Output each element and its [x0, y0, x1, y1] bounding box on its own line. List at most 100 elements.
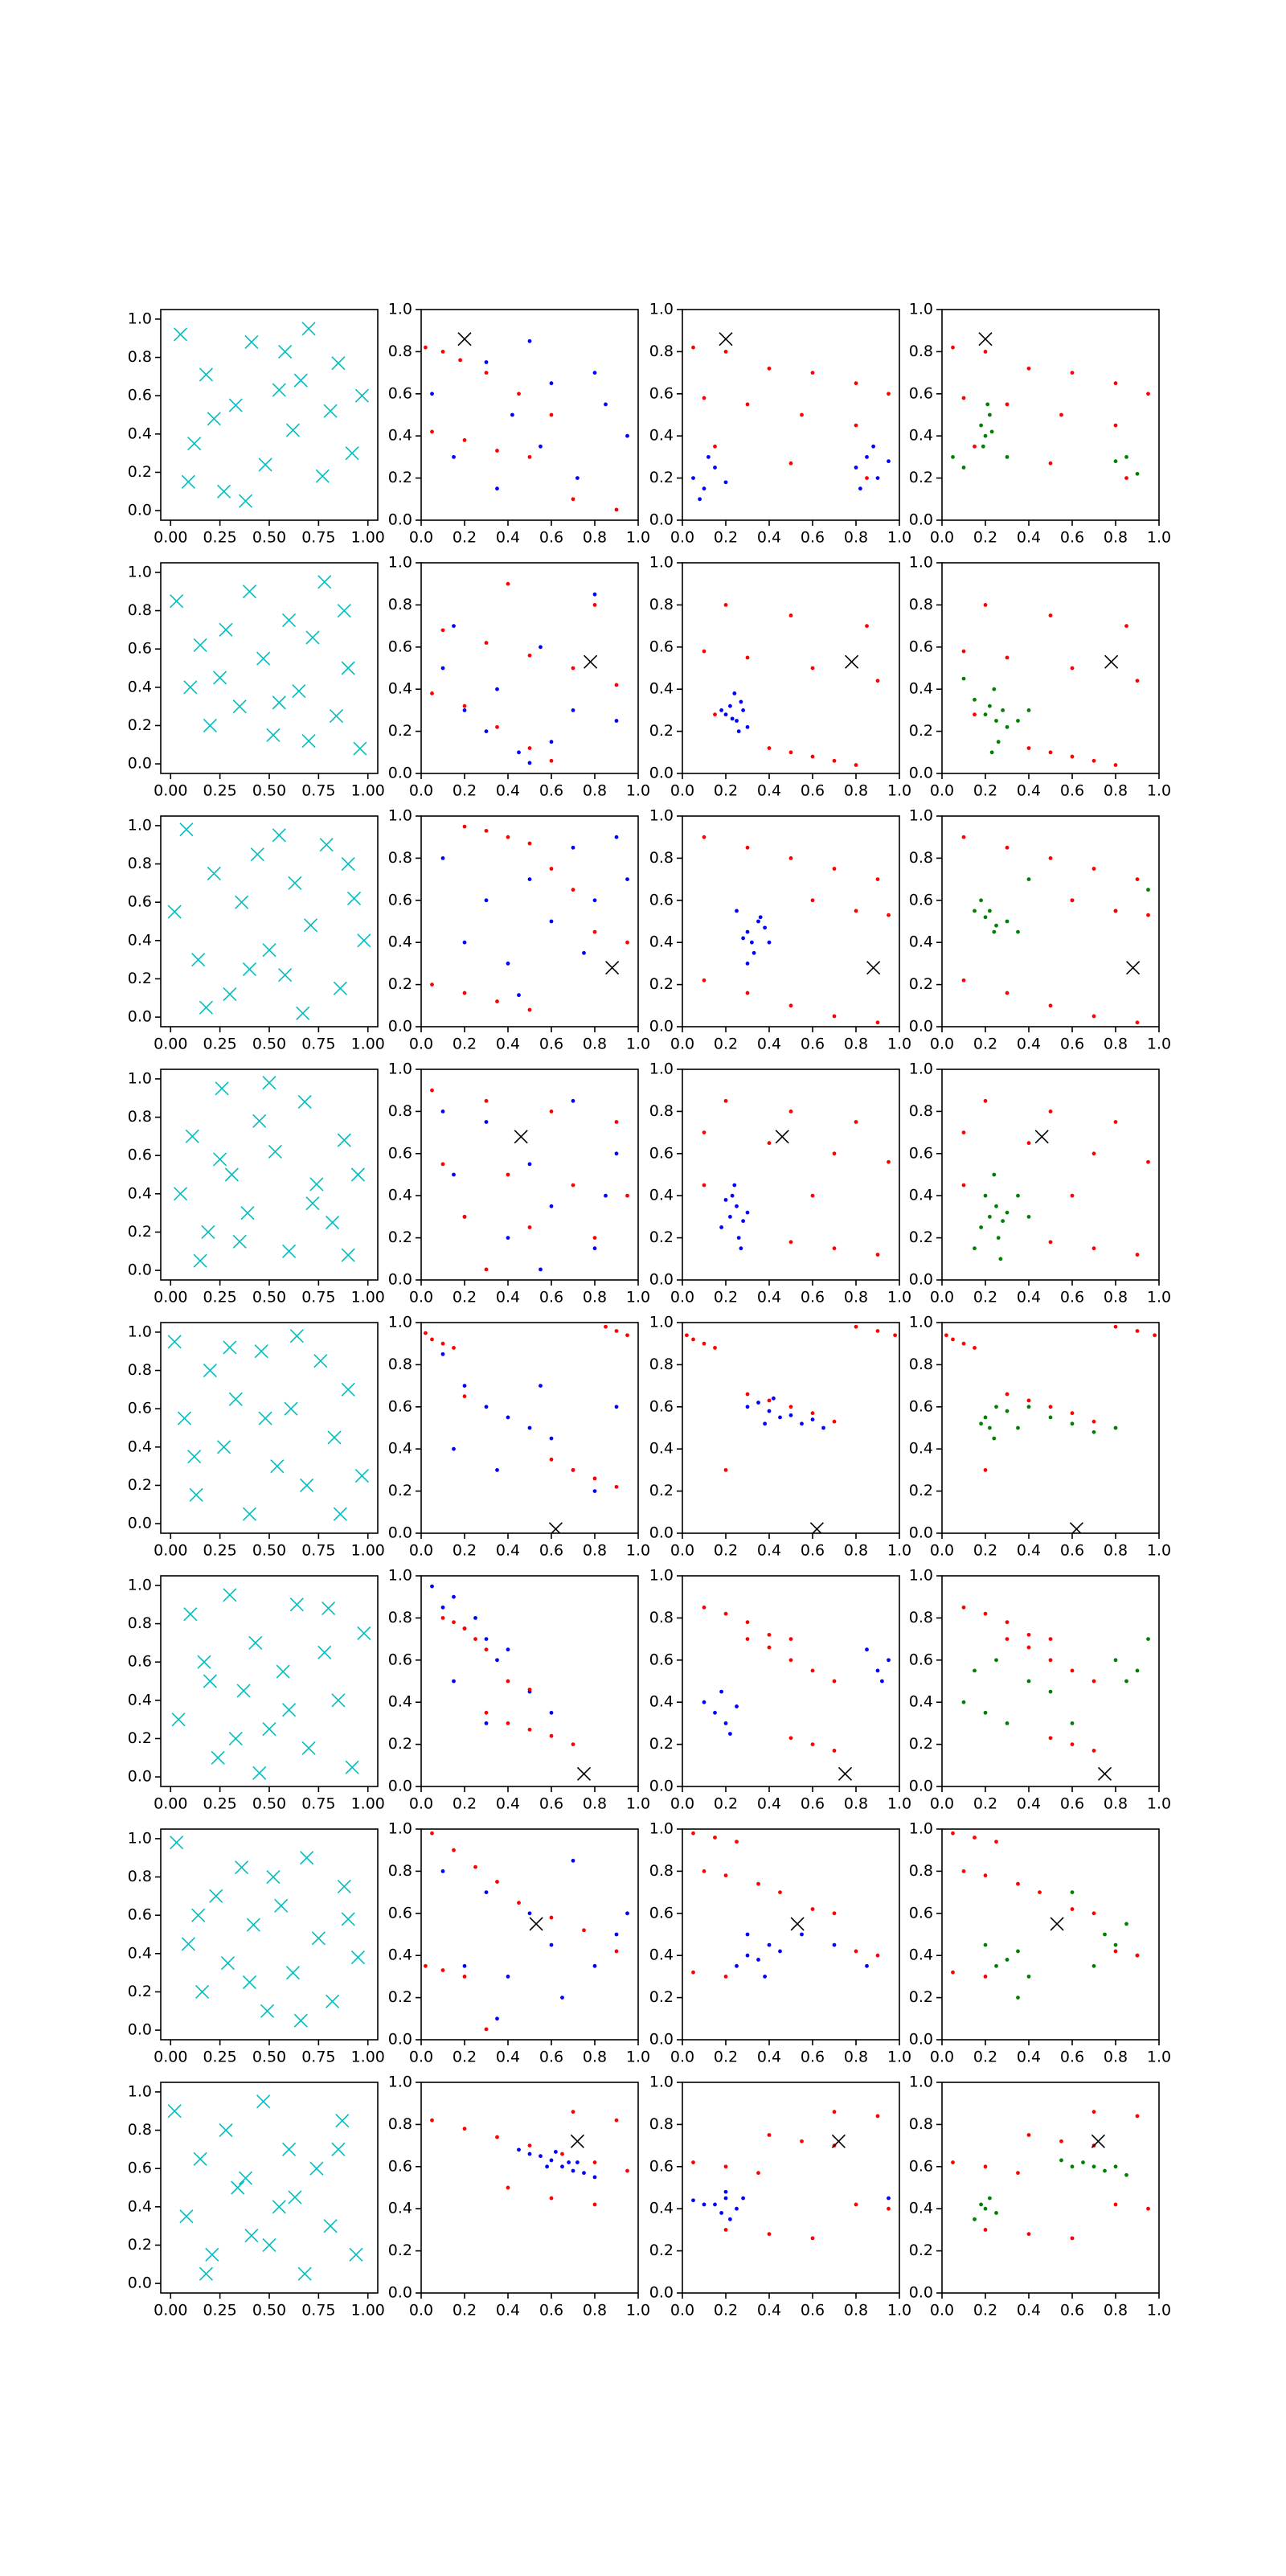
y-tick-label: 0.8: [388, 1356, 412, 1373]
point: [1026, 1632, 1031, 1637]
point: [994, 1963, 998, 1968]
x-tick-label: 0.25: [203, 782, 236, 800]
point: [865, 455, 869, 459]
point: [1005, 919, 1010, 924]
y-tick-label: 0.4: [909, 1946, 933, 1964]
y-tick-label: 0.4: [649, 1946, 674, 1964]
point: [560, 2164, 564, 2169]
point: [527, 1911, 532, 1916]
y-tick-label: 0.4: [388, 1693, 412, 1711]
point: [979, 423, 983, 428]
x-marker: [1126, 961, 1141, 975]
y-tick-label: 1.0: [909, 1567, 933, 1585]
point: [1070, 2236, 1075, 2241]
y-tick-label: 0.4: [388, 1187, 412, 1204]
y-tick-label: 0.6: [388, 1904, 412, 1922]
x-tick-label: 0.4: [757, 2049, 781, 2066]
point: [985, 402, 990, 407]
point: [767, 2232, 772, 2237]
point: [979, 2202, 983, 2207]
y-tick-label: 0.6: [649, 638, 674, 655]
plot-area: [951, 332, 1150, 480]
x-marker: [297, 1094, 312, 1110]
y-tick-label: 0.8: [128, 1868, 152, 1885]
series: [440, 1858, 629, 2021]
point: [592, 898, 597, 903]
y-tick-label: 0.8: [909, 1356, 933, 1373]
subplot: 0.00 0.25 0.50 0.75 1.00 0.0 0.2 0.4 0.6 0.8 1.0: [128, 815, 385, 1053]
point: [973, 697, 977, 702]
point: [1070, 1890, 1075, 1895]
x-marker: [242, 1975, 257, 1990]
x-marker: [809, 1522, 824, 1533]
y-tick-label: 0.4: [388, 1440, 412, 1458]
axes-frame: [682, 1322, 900, 1534]
point: [698, 497, 702, 502]
series: [951, 1831, 1140, 1979]
axes-frame: [420, 1069, 639, 1281]
plot-area: [167, 1329, 369, 1521]
point: [571, 1858, 575, 1863]
point: [592, 929, 597, 934]
y-tick-label: 0.2: [128, 2236, 152, 2254]
point: [592, 1963, 597, 1968]
point: [973, 1836, 977, 1840]
x-tick-label: 1.00: [351, 1036, 385, 1053]
y-tick-label: 0.4: [909, 1440, 933, 1458]
point: [571, 497, 575, 502]
point: [702, 1605, 706, 1610]
point: [517, 2147, 521, 2152]
series: [702, 1647, 891, 1736]
point: [752, 950, 756, 955]
x-marker: [207, 412, 221, 426]
point: [1135, 1953, 1140, 1958]
point: [691, 476, 695, 480]
x-marker: [195, 1984, 210, 2000]
point: [592, 371, 597, 375]
point: [625, 1911, 629, 1916]
point: [1026, 746, 1031, 750]
series: [570, 2134, 584, 2148]
x-marker: [323, 2219, 338, 2233]
x-marker: [242, 962, 257, 977]
point: [571, 1742, 575, 1747]
x-marker: [350, 1167, 366, 1182]
x-tick-label: 0.0: [409, 1036, 433, 1053]
point: [549, 412, 554, 417]
x-tick-label: 0.4: [496, 1542, 520, 1560]
y-tick-label: 0.8: [909, 2115, 933, 2133]
x-marker: [228, 1731, 243, 1746]
y-tick-label: 0.8: [649, 343, 674, 360]
y-tick-label: 0.2: [388, 975, 412, 993]
x-tick-label: 0.50: [252, 782, 286, 800]
x-marker: [207, 866, 221, 881]
point: [1070, 1668, 1075, 1673]
y-tick-label: 1.0: [388, 1314, 412, 1331]
x-tick-label: 1.00: [351, 2049, 385, 2066]
x-marker: [262, 1076, 276, 1090]
point: [452, 1172, 456, 1177]
y-tick-label: 0.0: [128, 755, 152, 773]
point: [728, 2217, 732, 2221]
series: [961, 835, 1150, 1025]
point: [767, 1645, 772, 1650]
plot-area: [171, 1588, 371, 1780]
subplot: 0.0 0.2 0.4 0.6 0.8 1.0 0.0 0.2 0.4 0.6 0.8 1.0: [649, 1820, 911, 2066]
point: [961, 1341, 966, 1346]
series: [845, 654, 859, 669]
point: [961, 676, 966, 681]
x-marker: [219, 2123, 233, 2138]
series: [173, 322, 369, 508]
point: [452, 455, 456, 459]
point: [484, 2027, 489, 2032]
point: [756, 1401, 760, 1405]
x-tick-label: 0.4: [757, 529, 781, 547]
x-marker: [284, 1401, 298, 1416]
series: [979, 1405, 1118, 1441]
x-marker: [266, 1869, 281, 1885]
point: [1091, 2110, 1096, 2115]
point: [1135, 1253, 1140, 1257]
point: [832, 758, 837, 763]
axes-frame: [160, 309, 379, 521]
plot-area: [951, 2110, 1150, 2241]
